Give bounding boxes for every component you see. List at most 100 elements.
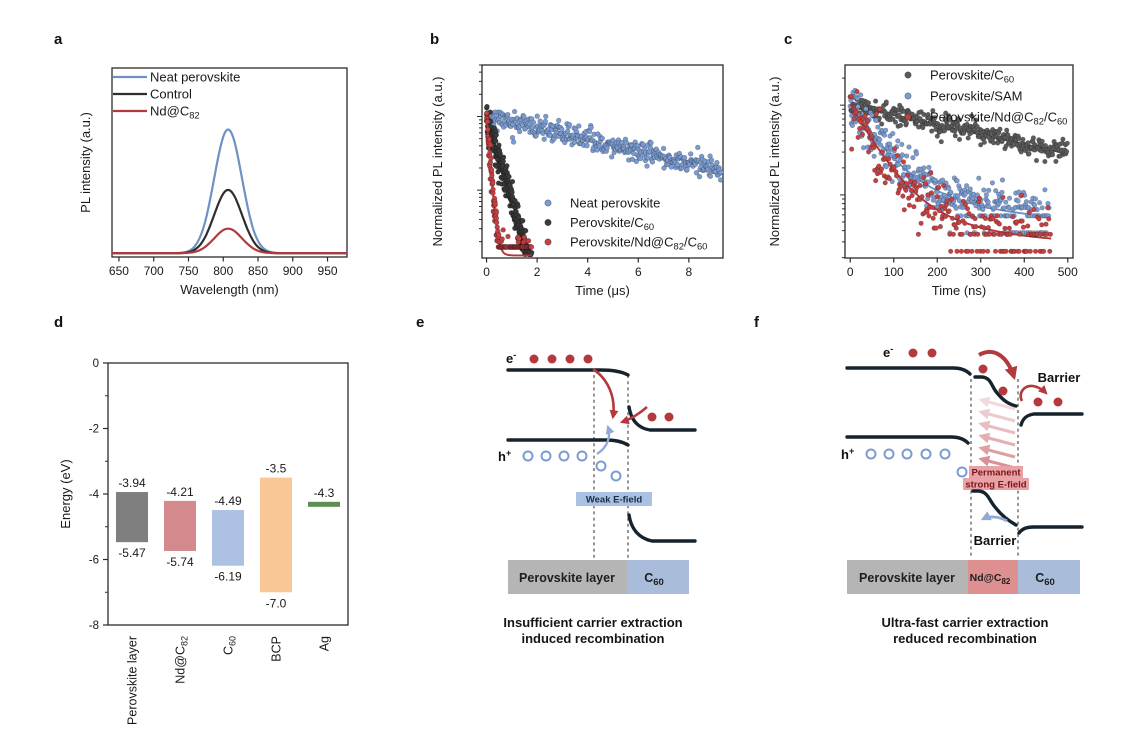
data-point <box>1047 248 1053 254</box>
data-point <box>921 174 927 180</box>
data-point <box>943 202 949 208</box>
data-point <box>487 142 494 148</box>
data-point <box>872 167 878 173</box>
data-point <box>1042 187 1048 193</box>
chart-pl-spectra: 650 700 750 800 850 900 950 Wavelength (nm) PL i… <box>78 67 348 297</box>
x-axis-title: Wavelength (nm) <box>180 282 279 297</box>
data-point <box>660 145 667 152</box>
data-point <box>930 215 936 221</box>
data-point <box>924 209 930 215</box>
x-tick-label: 6 <box>635 265 642 279</box>
data-point <box>506 174 512 180</box>
data-point <box>900 172 907 178</box>
x-tick-label: 100 <box>884 265 904 279</box>
strong-efield-badge <box>963 478 1029 490</box>
data-point <box>1010 214 1016 220</box>
hole-barrier-arrow <box>980 511 1008 523</box>
data-point <box>505 111 511 118</box>
data-point <box>566 121 573 128</box>
data-point <box>934 194 940 200</box>
data-point <box>906 202 912 208</box>
x-tick-label: 800 <box>213 264 233 278</box>
data-point <box>543 113 549 120</box>
data-point <box>504 163 510 169</box>
strong-efield-label-line1: Permanent <box>971 468 1021 479</box>
bar-top-value: -3.5 <box>266 462 287 476</box>
hole-dot <box>576 450 588 462</box>
data-point <box>496 231 502 238</box>
data-point <box>525 238 532 244</box>
data-point <box>904 153 910 159</box>
data-point <box>1025 223 1031 229</box>
perovskite-layer-box <box>847 560 968 594</box>
legend-label: Neat perovskite <box>150 70 240 85</box>
data-point <box>932 177 938 183</box>
data-point <box>965 135 971 141</box>
data-point <box>981 225 987 231</box>
data-point <box>913 151 920 157</box>
hole-dot <box>595 460 607 472</box>
x-tick-label: 850 <box>248 264 268 278</box>
data-point <box>894 152 901 159</box>
data-point <box>1036 216 1042 222</box>
legend-label: Perovskite/C60 <box>930 68 1014 85</box>
data-point <box>962 191 968 197</box>
data-point <box>944 198 950 204</box>
c60-layer-box-label: C60 <box>1035 571 1055 588</box>
data-point <box>647 144 654 151</box>
data-point <box>648 140 654 146</box>
legend-marker <box>904 71 912 79</box>
bar-category-label: BCP <box>270 636 284 662</box>
data-point <box>982 215 989 221</box>
data-point <box>528 244 535 250</box>
data-point <box>976 195 983 201</box>
data-point <box>919 194 925 200</box>
electron-extraction-arrow <box>978 349 1018 381</box>
data-point <box>895 138 901 144</box>
data-point <box>934 189 940 195</box>
energy-bar-bcp <box>260 477 292 593</box>
y-tick-label: -8 <box>89 620 99 632</box>
efield-arrows <box>978 396 1016 470</box>
data-point <box>1016 189 1022 195</box>
barrier-top-label: Barrier <box>1038 370 1081 385</box>
data-point <box>964 121 970 127</box>
data-point <box>901 207 907 213</box>
data-point <box>950 231 956 237</box>
data-point <box>1064 148 1070 155</box>
bar-bottom-value: -5.74 <box>166 555 194 569</box>
data-point <box>1039 205 1045 211</box>
weak-efield-badge <box>576 492 652 506</box>
data-point <box>1019 192 1025 198</box>
data-point <box>1032 202 1038 208</box>
data-point <box>1007 231 1013 237</box>
data-point <box>991 231 998 237</box>
chart-energy-levels: Energy (eV) 0 -2 -4 -6 -8 -3.94 -5.47 Perovskite… <box>58 358 349 725</box>
data-point <box>947 117 953 123</box>
data-point <box>899 141 905 147</box>
data-point <box>854 88 860 95</box>
data-point <box>981 187 987 193</box>
conduction-band-perovskite <box>506 368 630 377</box>
data-point <box>928 170 934 176</box>
diagram-strong-field: e- Barrier h+ <box>841 344 1084 646</box>
data-point <box>576 123 582 129</box>
data-point <box>915 231 921 237</box>
efield-arrow <box>978 420 1016 435</box>
data-point <box>925 192 931 198</box>
data-point <box>928 190 935 196</box>
efield-arrow <box>978 444 1016 459</box>
efield-arrow <box>978 396 1016 411</box>
data-point <box>860 145 867 151</box>
data-point <box>717 177 724 183</box>
data-point <box>994 213 1000 219</box>
y-axis-title: Normalized PL intensity (a.u.) <box>430 76 445 246</box>
data-point <box>985 248 991 254</box>
data-point <box>910 155 916 161</box>
data-point <box>718 169 724 176</box>
data-point <box>488 155 494 162</box>
data-point <box>492 201 498 207</box>
scatter-series-2 <box>847 88 1054 254</box>
panel-letter-f: f <box>754 314 759 331</box>
data-point <box>929 204 935 210</box>
